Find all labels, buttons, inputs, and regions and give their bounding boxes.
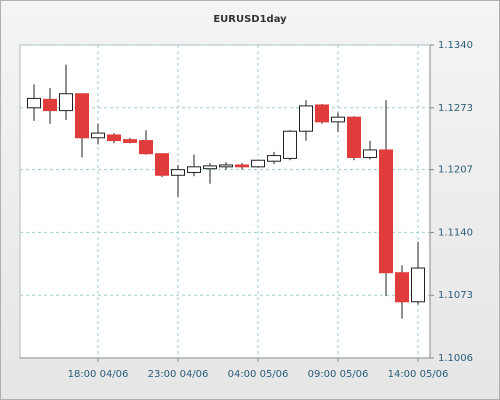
candle-body: [171, 169, 185, 176]
y-tick-label: 1.1073: [438, 290, 473, 301]
candle-body: [283, 130, 297, 159]
candle-body: [75, 93, 89, 139]
candle-body: [219, 164, 233, 168]
y-tick-label: 1.1207: [438, 165, 473, 176]
y-tick-label: 1.1140: [438, 227, 473, 238]
candle-body: [299, 105, 313, 132]
x-tick-label: 09:00 05/06: [308, 369, 369, 380]
candle-body: [363, 149, 377, 158]
candle-body: [59, 93, 73, 112]
candle-body: [395, 272, 409, 303]
candle-body: [235, 164, 249, 168]
y-tick-label: 1.1006: [438, 353, 473, 364]
candle-body: [123, 139, 137, 143]
candle-body: [251, 159, 265, 168]
candle-body: [315, 104, 329, 123]
x-tick-label: 18:00 04/06: [68, 369, 129, 380]
candle-body: [91, 132, 105, 139]
candle-body: [267, 155, 281, 162]
candle-body: [347, 116, 361, 158]
candle-body: [187, 166, 201, 173]
x-tick-label: 04:00 05/06: [228, 369, 289, 380]
candle-body: [203, 165, 217, 170]
plot-area: [19, 44, 431, 359]
x-tick-label: 23:00 04/06: [148, 369, 209, 380]
candle-body: [411, 267, 425, 303]
chart-title: EURUSD1day: [213, 14, 287, 25]
candle-body: [107, 134, 121, 142]
candle-body: [27, 97, 41, 109]
candle-body: [379, 149, 393, 274]
candle-body: [331, 116, 345, 123]
x-tick-label: 14:00 05/06: [388, 369, 449, 380]
candle-body: [139, 140, 153, 155]
y-tick-label: 1.1340: [438, 40, 473, 51]
y-tick-label: 1.1273: [438, 103, 473, 114]
candle-body: [43, 98, 57, 112]
candle-body: [155, 153, 169, 176]
